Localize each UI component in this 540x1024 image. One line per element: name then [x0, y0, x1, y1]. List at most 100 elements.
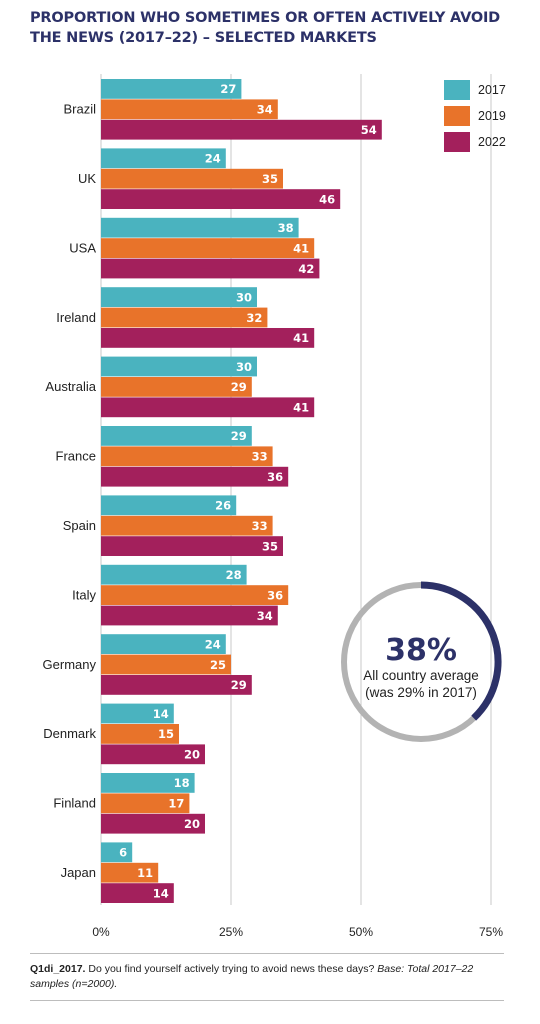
bar — [101, 377, 252, 397]
bar — [101, 328, 315, 348]
bar-group-italy: 28 36 34 — [101, 564, 289, 626]
category-label: Germany — [43, 657, 97, 672]
bar — [101, 426, 252, 446]
category-label: Finland — [53, 796, 96, 811]
bar-value-label: 41 — [293, 241, 309, 255]
bar-group-spain: 26 33 35 — [101, 495, 283, 556]
bar-value-label: 34 — [257, 609, 273, 623]
bar — [101, 446, 273, 467]
legend-swatch — [444, 106, 470, 126]
category-label: Italy — [72, 587, 96, 602]
average-caption-line1: All country average — [363, 668, 479, 683]
bar-chart: 27 34 54 24 35 46 38 41 42 30 32 41 30 29 41 29 33 36 26 33… — [43, 74, 506, 939]
category-label: Ireland — [56, 310, 96, 325]
bar-value-label: 35 — [262, 539, 278, 553]
bars: 27 34 54 24 35 46 38 41 42 30 32 41 30 29 41 29 33 36 26 33… — [101, 79, 382, 903]
bar — [101, 703, 174, 724]
bar-group-ireland: 30 32 41 — [101, 287, 315, 348]
average-arc — [420, 581, 502, 721]
x-tick-label: 0% — [92, 925, 110, 939]
bar-value-label: 28 — [226, 568, 242, 582]
bar — [101, 495, 237, 516]
bar-group-denmark: 14 15 20 — [101, 703, 205, 765]
bar-value-label: 11 — [137, 866, 153, 880]
category-label: Brazil — [63, 102, 96, 117]
x-tick-label: 75% — [479, 925, 503, 939]
bar — [101, 675, 252, 695]
bar-value-label: 35 — [262, 172, 278, 186]
bar — [101, 287, 257, 307]
category-label: Australia — [45, 379, 96, 394]
bar-value-label: 34 — [257, 103, 273, 117]
average-value: 38% — [385, 633, 457, 668]
bar — [101, 793, 190, 814]
x-tick-label: 50% — [349, 925, 373, 939]
bar-group-germany: 24 25 29 — [101, 634, 252, 695]
legend-label: 2017 — [478, 83, 506, 97]
bar-group-australia: 30 29 41 — [101, 356, 315, 418]
x-tick-label: 25% — [219, 925, 243, 939]
legend: 2017 2019 2022 — [444, 80, 506, 152]
bar — [101, 99, 278, 120]
footnote: Q1di_2017. Do you find yourself actively… — [30, 953, 504, 1001]
bar-value-label: 24 — [205, 637, 221, 651]
bar — [101, 654, 231, 675]
category-label: Denmark — [43, 726, 96, 741]
bar-value-label: 25 — [210, 658, 226, 672]
bar-value-label: 54 — [361, 123, 377, 137]
bar-value-label: 30 — [236, 290, 252, 304]
bar — [101, 605, 278, 626]
bar — [101, 189, 341, 209]
bar-value-label: 41 — [293, 401, 309, 415]
bar-value-label: 36 — [267, 588, 283, 602]
category-label: Japan — [61, 865, 96, 880]
bar-value-label: 27 — [220, 82, 236, 96]
bar-value-label: 29 — [231, 380, 247, 394]
bar — [101, 883, 174, 903]
bar-value-label: 20 — [184, 748, 200, 762]
bar — [101, 813, 205, 834]
footnote-base: Base: Total 2017–22 samples (n=2000). — [30, 963, 474, 990]
bar — [101, 773, 195, 793]
bar — [101, 634, 226, 654]
bar — [101, 148, 226, 169]
bar — [101, 217, 299, 238]
bar-value-label: 15 — [158, 727, 174, 741]
bar-value-label: 26 — [215, 499, 231, 513]
bar-group-brazil: 27 34 54 — [101, 79, 382, 140]
bar — [101, 724, 179, 744]
bar-value-label: 17 — [168, 797, 184, 811]
bar-group-france: 29 33 36 — [101, 426, 289, 487]
footnote-code: Q1di_2017. — [30, 963, 86, 975]
bar-value-label: 38 — [278, 221, 294, 235]
bar — [101, 744, 205, 765]
bar-value-label: 30 — [236, 360, 252, 374]
bar-value-label: 33 — [252, 450, 268, 464]
bar-value-label: 18 — [174, 776, 190, 790]
bar — [101, 79, 242, 99]
bar — [101, 564, 247, 585]
legend-swatch — [444, 132, 470, 152]
bar — [101, 515, 273, 536]
x-tick-labels: 0% 25% 50% 75% — [92, 925, 503, 939]
bar-value-label: 42 — [298, 262, 314, 276]
bar — [101, 862, 159, 883]
bar-value-label: 36 — [267, 470, 283, 484]
bar-value-label: 24 — [205, 152, 221, 166]
average-caption-line2: (was 29% in 2017) — [365, 685, 477, 700]
chart-title: PROPORTION WHO SOMETIMES OR OFTEN ACTIVE… — [30, 10, 501, 46]
legend-label: 2019 — [478, 109, 506, 123]
bar-value-label: 6 — [119, 846, 127, 860]
bar — [101, 585, 289, 605]
footnote-question: Do you find yourself actively trying to … — [85, 963, 378, 975]
bar-value-label: 14 — [153, 886, 169, 900]
bar — [101, 356, 257, 377]
bar-value-label: 46 — [319, 192, 335, 206]
bar — [101, 466, 289, 487]
bar-value-label: 14 — [153, 707, 169, 721]
bar — [101, 307, 268, 328]
category-label: Spain — [63, 518, 96, 533]
bar — [101, 119, 382, 140]
